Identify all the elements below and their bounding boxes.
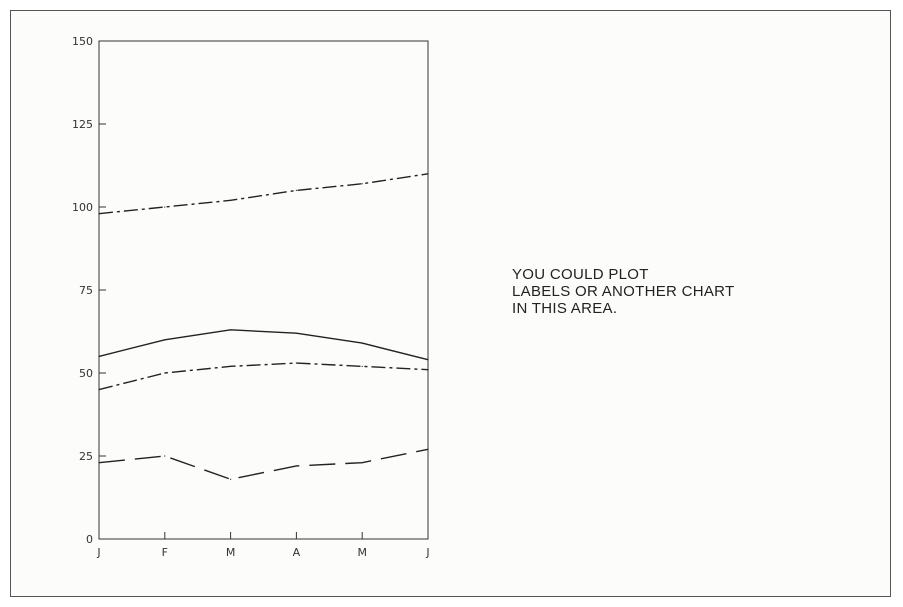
x-tick-label: A [293, 546, 301, 559]
y-tick-label: 50 [79, 367, 93, 380]
data-point [361, 462, 363, 464]
data-point [98, 462, 100, 464]
data-point [295, 189, 297, 191]
data-point [164, 455, 166, 457]
data-point [295, 332, 297, 334]
tick-group: 0 25 50 75 100 125 150 J F M A M J [72, 35, 430, 559]
data-point [427, 448, 429, 450]
y-tick-label: 150 [72, 35, 93, 48]
data-point [361, 365, 363, 367]
data-point [98, 213, 100, 215]
data-point [230, 199, 232, 201]
data-point [98, 389, 100, 391]
data-point [98, 355, 100, 357]
data-point [230, 478, 232, 480]
data-point [164, 372, 166, 374]
data-point [230, 329, 232, 331]
x-tick-label: M [226, 546, 236, 559]
series-line-2 [98, 329, 429, 361]
chart-frame [10, 10, 891, 597]
data-point [295, 362, 297, 364]
side-note-line-1: YOU COULD PLOT [512, 266, 649, 283]
data-point [164, 339, 166, 341]
series-line-3 [98, 362, 429, 391]
series-lines [98, 173, 429, 480]
x-tick-label: F [162, 546, 168, 559]
series-line-1 [98, 173, 429, 215]
data-point [230, 365, 232, 367]
data-point [164, 206, 166, 208]
plot-border [98, 40, 429, 540]
y-tick-label: 100 [72, 201, 93, 214]
data-point [361, 183, 363, 185]
y-tick-label: 125 [72, 118, 93, 131]
y-tick-label: 0 [86, 533, 93, 546]
data-point [427, 173, 429, 175]
x-tick-label: M [357, 546, 367, 559]
y-tick-label: 25 [79, 450, 93, 463]
data-point [427, 369, 429, 371]
side-note: YOU COULD PLOT LABELS OR ANOTHER CHART I… [512, 266, 852, 317]
chart-axes [98, 40, 429, 540]
data-point [427, 359, 429, 361]
side-note-line-2: LABELS OR ANOTHER CHART [512, 283, 735, 300]
data-point [361, 342, 363, 344]
data-point [295, 465, 297, 467]
series-line-4 [98, 448, 429, 480]
side-note-line-3: IN THIS AREA. [512, 300, 618, 317]
x-tick-label: J [425, 546, 429, 559]
x-tick-label: J [96, 546, 100, 559]
y-tick-label: 75 [79, 284, 93, 297]
